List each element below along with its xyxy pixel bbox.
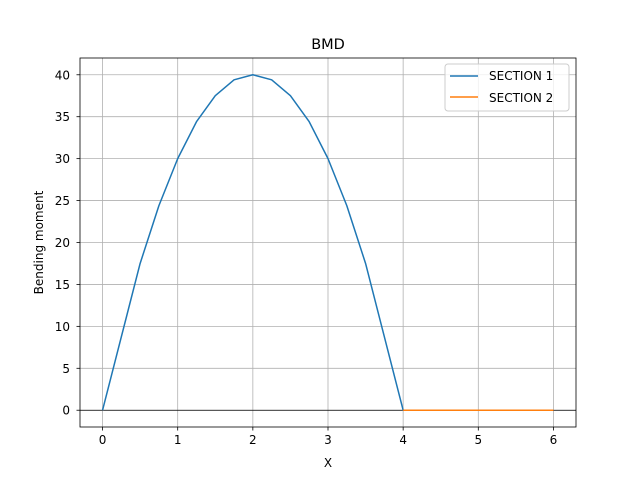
y-tick-label: 30 <box>55 152 70 166</box>
legend: SECTION 1 SECTION 2 <box>444 63 570 112</box>
x-axis-label: X <box>324 456 332 470</box>
x-tick-label: 1 <box>174 433 182 447</box>
legend-label-section-1: SECTION 1 <box>489 69 553 83</box>
chart-title: BMD <box>311 37 345 53</box>
x-tick-label: 5 <box>474 433 482 447</box>
y-tick-label: 40 <box>55 68 70 82</box>
y-tick-label: 0 <box>62 404 70 418</box>
x-tick-label: 3 <box>324 433 332 447</box>
series-line-section-1 <box>101 74 404 411</box>
series-group <box>101 74 554 411</box>
y-tick-label: 25 <box>55 194 70 208</box>
x-tick-label: 2 <box>249 433 257 447</box>
y-tick-label: 35 <box>55 110 70 124</box>
y-tick-label: 20 <box>55 236 70 250</box>
x-tick-label: 4 <box>399 433 407 447</box>
y-tick-label: 10 <box>55 320 70 334</box>
y-tick-label: 5 <box>62 362 70 376</box>
y-axis-label: Bending moment <box>32 190 46 294</box>
x-tick-label: 0 <box>99 433 107 447</box>
ticks: 0 1 2 3 4 5 6 0 5 10 15 20 25 30 35 40 <box>55 68 558 447</box>
y-tick-label: 15 <box>55 278 70 292</box>
legend-label-section-2: SECTION 2 <box>489 91 553 105</box>
x-tick-label: 6 <box>550 433 558 447</box>
